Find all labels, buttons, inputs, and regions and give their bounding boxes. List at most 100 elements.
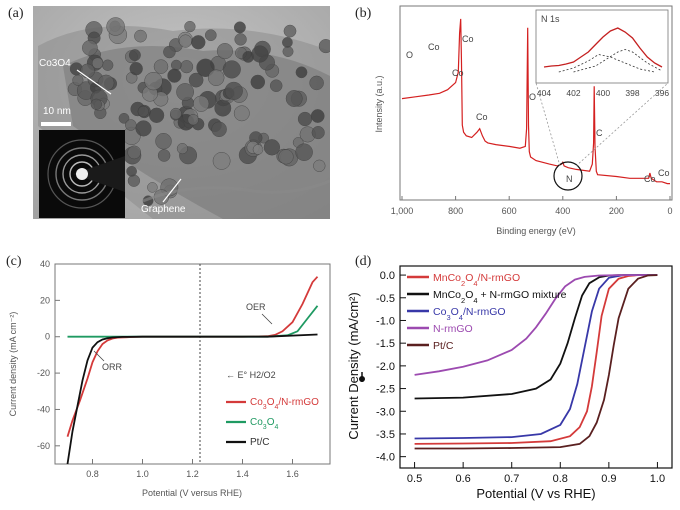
n1s-x-tick-label: 404 — [537, 88, 551, 98]
orr-oer-x-tick-label: 1.6 — [286, 469, 299, 479]
xps-peak-label: Co — [644, 174, 656, 184]
xps-x-tick-label: 1,000 — [391, 206, 414, 216]
nanoparticle — [170, 107, 182, 120]
orr-oer-legend: Co3O4/N-rmGO Co3O4 Pt/C — [226, 397, 319, 448]
nanoparticle — [216, 43, 233, 60]
orr-oer-x-tick-label: 0.8 — [86, 469, 99, 479]
xps-x-tick-label: 800 — [448, 206, 463, 216]
nanoparticle — [278, 149, 294, 165]
orr-oer-legend-label: Pt/C — [250, 437, 269, 448]
lsv-series-line — [414, 274, 658, 440]
orr-oer-y-tick-label: -20 — [37, 368, 50, 378]
n1s-fit-peak-2 — [573, 49, 663, 73]
nanoparticle — [269, 79, 283, 92]
nanoparticle — [127, 174, 141, 187]
orr-oer-y-tick-label: 40 — [40, 259, 50, 269]
nanoparticle — [234, 33, 247, 46]
orr-oer-y-axis-label: Current density (mA cm⁻²) — [8, 312, 18, 417]
nanoparticle — [309, 75, 324, 91]
nanoparticle — [192, 95, 210, 112]
nanoparticle — [196, 58, 215, 77]
lsv-x-tick-label: 0.6 — [455, 473, 470, 485]
nanoparticle — [310, 109, 325, 123]
lsv-y-tick-label: -2.5 — [376, 384, 395, 396]
nanoparticle — [127, 145, 142, 160]
lsv-x-tick-label: 0.9 — [601, 473, 616, 485]
graphene-arrow — [162, 178, 182, 203]
lsv-series-line — [414, 274, 658, 450]
oer-annotation: OER — [246, 302, 266, 312]
xps-peak-label: C — [596, 128, 603, 138]
xps-survey-line — [401, 18, 670, 185]
lsv-frame — [399, 265, 673, 469]
lsv-legend-label: Co3O4/N-rmGO — [433, 306, 506, 322]
tem-image-canvas: 10 nm Co3O4 Graphene — [33, 6, 330, 219]
nanoparticle — [80, 63, 95, 79]
orr-oer-y-tick-label: -40 — [37, 404, 50, 414]
nanoparticle — [97, 74, 115, 92]
orr-oer-x-tick-label: 1.0 — [136, 469, 149, 479]
nanoparticle — [295, 66, 308, 79]
nanoparticle — [102, 59, 114, 71]
lsv-series-line — [414, 274, 658, 376]
orr-oer-frame — [54, 263, 331, 465]
nanoparticle — [285, 90, 303, 107]
nanoparticle — [313, 159, 326, 172]
nanoparticle — [250, 74, 266, 90]
nanoparticle — [90, 98, 102, 110]
orr-oer-legend-label: Co3O4 — [250, 417, 278, 431]
xps-peak-label: N — [566, 174, 573, 184]
n1s-x-tick-label: 400 — [596, 88, 610, 98]
lsv-legend-label: MnCo2O4/N-rmGO — [433, 272, 520, 288]
nanoparticle — [180, 60, 194, 74]
orr-oer-chart: 0.8 1.0 1.2 1.4 1.6 40 20 0 -20 -40 -60 ← E° H2/O2… — [8, 259, 331, 498]
nanoparticle — [311, 126, 325, 140]
nanoparticle — [167, 68, 182, 83]
nanoparticle — [282, 46, 294, 57]
nanoparticle — [148, 107, 165, 123]
lsv-chart: 0.5 0.6 0.7 0.8 0.9 1.0 0.0 -0.5 -1.0 -1.5 -2.0 -2.… — [346, 265, 673, 501]
xps-x-tick-label: 600 — [502, 206, 517, 216]
nanoparticle — [283, 24, 297, 38]
panel-c-label: (c) — [6, 254, 22, 269]
lsv-y-tick-label: -4.0 — [376, 452, 395, 464]
oer-arrow — [261, 313, 273, 325]
nanoparticle — [118, 112, 130, 124]
orr-oer-x-tick-label: 1.2 — [186, 469, 199, 479]
panel-b-label: (b) — [355, 6, 372, 21]
xps-x-tick-label: 400 — [555, 206, 570, 216]
nanoparticle — [176, 83, 194, 101]
nanoparticle — [233, 105, 250, 122]
nanoparticle — [129, 62, 143, 76]
n1s-x-tick-label: 398 — [625, 88, 639, 98]
co3o4-annotation: Co3O4 — [39, 58, 71, 69]
co3o4-arrow — [76, 69, 112, 95]
orr-oer-y-tick-label: 0 — [45, 332, 50, 342]
nanoparticle — [72, 74, 84, 86]
nanoparticle — [222, 60, 241, 79]
orr-oer-legend-label: Co3O4/N-rmGO — [250, 397, 319, 411]
nanoparticle — [282, 37, 293, 48]
nanoparticle — [176, 143, 188, 155]
lsv-y-tick-label: -2.0 — [376, 361, 395, 373]
xps-x-axis-label: Binding energy (eV) — [496, 226, 576, 236]
panel-d-label: (d) — [355, 254, 372, 269]
inset-leader-right — [575, 82, 669, 167]
n1s-x-tick-label: 402 — [566, 88, 580, 98]
nanoparticle — [214, 99, 232, 117]
orr-oer-y-tick-label: -60 — [37, 441, 50, 451]
nanoparticle — [263, 139, 281, 156]
xps-peak-label: Co — [476, 112, 488, 122]
orr-oer-y-tick-label: 20 — [40, 295, 50, 305]
n1s-measured-line — [543, 27, 663, 68]
scale-bar — [41, 122, 71, 126]
n1s-inset-title: N 1s — [541, 14, 560, 24]
nanoparticle — [252, 144, 264, 155]
nanoparticle — [178, 34, 193, 48]
xps-chart: 1,000 800 600 400 200 0 Binding energy (eV) I… — [374, 5, 673, 236]
nanoparticle — [224, 81, 243, 100]
lsv-y-tick-label: -3.0 — [376, 406, 395, 418]
nanoparticle — [144, 71, 163, 91]
xps-peak-label: O — [529, 92, 536, 102]
